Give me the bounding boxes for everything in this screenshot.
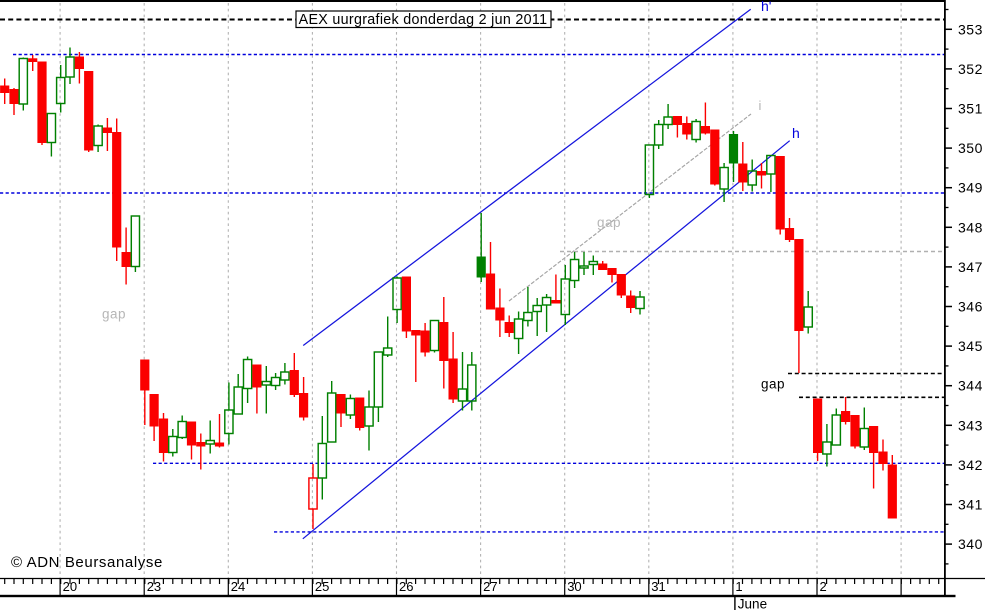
svg-text:349: 349 [958, 180, 983, 196]
svg-text:23: 23 [147, 579, 161, 594]
svg-text:24: 24 [231, 579, 245, 594]
svg-text:gap: gap [102, 307, 126, 322]
svg-text:342: 342 [958, 457, 983, 473]
svg-text:353: 353 [958, 21, 983, 37]
svg-text:351: 351 [958, 101, 983, 117]
svg-text:343: 343 [958, 417, 983, 433]
svg-text:348: 348 [958, 219, 983, 235]
svg-text:347: 347 [958, 259, 983, 275]
svg-text:26: 26 [399, 579, 413, 594]
svg-text:340: 340 [958, 536, 983, 552]
svg-text:June: June [738, 597, 767, 611]
svg-text:h: h [792, 125, 800, 141]
svg-text:h': h' [761, 0, 771, 14]
svg-text:25: 25 [315, 579, 329, 594]
svg-text:2: 2 [820, 579, 827, 594]
svg-text:20: 20 [63, 579, 77, 594]
svg-text:31: 31 [651, 579, 665, 594]
svg-text:346: 346 [958, 299, 983, 315]
svg-text:i: i [759, 98, 762, 113]
svg-text:344: 344 [958, 378, 983, 394]
svg-text:27: 27 [483, 579, 497, 594]
svg-text:350: 350 [958, 140, 983, 156]
svg-text:© ADN Beursanalyse: © ADN Beursanalyse [11, 554, 163, 571]
svg-text:AEX uurgrafiek donderdag 2 jun: AEX uurgrafiek donderdag 2 jun 2011 [299, 12, 548, 28]
svg-text:gap: gap [597, 215, 621, 230]
svg-text:352: 352 [958, 61, 983, 77]
svg-text:30: 30 [567, 579, 581, 594]
svg-text:345: 345 [958, 338, 983, 354]
svg-text:341: 341 [958, 497, 983, 513]
svg-text:gap: gap [761, 377, 785, 392]
svg-text:1: 1 [735, 579, 742, 594]
